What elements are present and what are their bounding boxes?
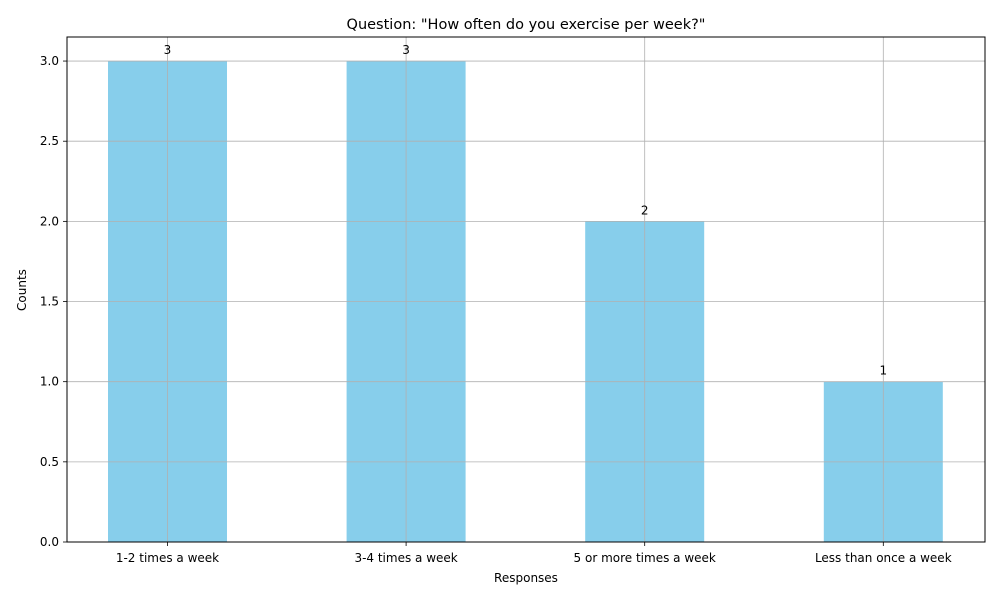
data-label-0: 3 [164,43,172,57]
data-label-1: 3 [402,43,410,57]
x-tick-label-3: Less than once a week [815,551,952,565]
x-tick-label-0: 1-2 times a week [116,551,219,565]
y-tick-label-6: 3.0 [40,54,59,68]
y-axis-title: Counts [15,269,29,311]
data-label-2: 2 [641,203,649,217]
y-tick-label-1: 0.5 [40,455,59,469]
y-tick-label-0: 0.0 [40,535,59,549]
y-tick-label-3: 1.5 [40,295,59,309]
y-tick-label-2: 1.0 [40,375,59,389]
x-tick-label-2: 5 or more times a week [574,551,716,565]
y-tick-label-4: 2.0 [40,214,59,228]
plot-frame [66,36,986,543]
y-axis: 0.0 0.5 1.0 1.5 2.0 2.5 3.0 [40,54,67,549]
chart-title: Question: "How often do you exercise per… [347,17,706,33]
x-axis-title: Responses [494,571,558,585]
y-tick-label-5: 2.5 [40,134,59,148]
data-labels-layer: 3 3 2 1 [164,43,887,378]
x-tick-label-1: 3-4 times a week [354,551,457,565]
data-label-3: 1 [879,364,887,378]
x-axis: 1-2 times a week 3-4 times a week 5 or mor… [116,542,952,565]
